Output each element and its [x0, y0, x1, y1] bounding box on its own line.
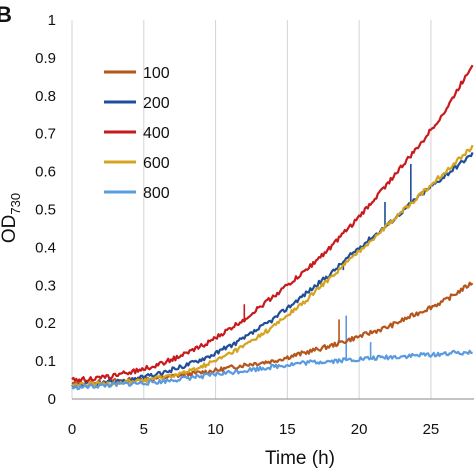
- x-tick-label: 5: [140, 421, 148, 438]
- y-tick-label: 0.2: [35, 315, 56, 332]
- series-line-400: [71, 64, 474, 383]
- series-line-800: [71, 349, 473, 391]
- y-tick-labels: 0 0.1 0.2 0.3 0.4 0.5 0.6 0.7 0.8 0.9 1: [35, 12, 56, 408]
- legend: 100 200 400 600 800: [104, 65, 170, 202]
- y-tick-label: 0: [48, 391, 56, 408]
- series-line-200: [71, 151, 474, 389]
- y-tick-label: 0.7: [35, 126, 56, 143]
- y-tick-label: 0.8: [35, 88, 56, 105]
- x-tick-label: 0: [68, 421, 76, 438]
- legend-label-600: 600: [143, 155, 170, 172]
- y-tick-label: 0.1: [35, 353, 56, 370]
- series-lines: [71, 64, 474, 391]
- y-axis-title-main: OD: [0, 215, 20, 244]
- y-tick-label: 0.3: [35, 277, 56, 294]
- x-tick-labels: 0 5 10 15 20 25: [68, 421, 439, 438]
- legend-label-100: 100: [143, 65, 170, 82]
- x-tick-label: 25: [423, 421, 440, 438]
- y-tick-label: 0.5: [35, 202, 56, 219]
- vertical-gridlines: [71, 20, 432, 399]
- legend-label-200: 200: [143, 95, 170, 112]
- legend-label-800: 800: [143, 185, 170, 202]
- x-tick-label: 10: [207, 421, 224, 438]
- y-tick-label: 0.9: [35, 50, 56, 67]
- y-tick-label: 1: [48, 12, 56, 29]
- legend-label-400: 400: [143, 125, 170, 142]
- y-axis-title: OD730: [0, 193, 23, 243]
- x-tick-label: 20: [351, 421, 368, 438]
- x-tick-label: 15: [279, 421, 296, 438]
- y-axis-title-subscript: 730: [8, 193, 23, 215]
- series-line-600: [71, 144, 474, 388]
- panel-letter: B: [0, 2, 12, 27]
- y-tick-label: 0.6: [35, 164, 56, 181]
- x-axis-title: Time (h): [265, 448, 335, 469]
- noise-spikes: [243, 164, 412, 361]
- y-tick-label: 0.4: [35, 239, 56, 256]
